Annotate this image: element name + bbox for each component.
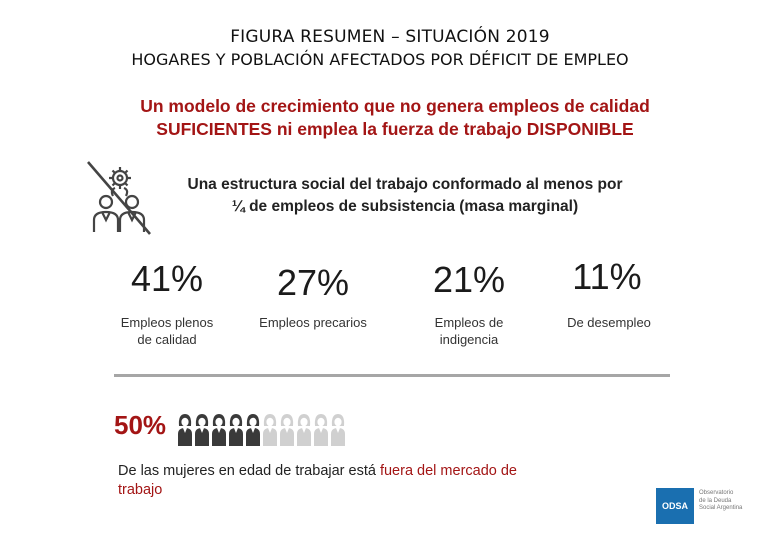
divider bbox=[114, 374, 670, 377]
stat-value-plenos: 41% bbox=[130, 258, 204, 299]
structure-line-1: Una estructura social del trabajo confor… bbox=[187, 176, 623, 193]
women-pictogram bbox=[177, 412, 346, 446]
women-text: De las mujeres en edad de trabajar está … bbox=[118, 462, 588, 500]
woman-icon-empty bbox=[297, 414, 311, 446]
woman-icon-empty bbox=[314, 414, 328, 446]
stat-label-plenos-line-2: de calidad bbox=[137, 332, 197, 347]
stat-label-indigencia: Empleos de indigencia bbox=[394, 314, 544, 348]
logo-line-3: Social Argentina bbox=[699, 505, 743, 511]
headline-line-1: Un modelo de crecimiento que no genera e… bbox=[140, 96, 650, 116]
stat-label-desempleo: De desempleo bbox=[534, 314, 684, 331]
logo-line-1: Observatorio bbox=[699, 490, 734, 496]
woman-icon-empty bbox=[280, 414, 294, 446]
woman-icon-empty bbox=[263, 414, 277, 446]
woman-icon-filled bbox=[229, 414, 243, 446]
logo-line-2: de la Deuda bbox=[699, 497, 732, 504]
odsa-logo-text: Observatorio de la Deuda Social Argentin… bbox=[699, 490, 759, 513]
figure-subtitle: HOGARES Y POBLACIÓN AFECTADOS POR DÉFICI… bbox=[131, 50, 629, 69]
stat-value-indigencia: 21% bbox=[432, 259, 506, 300]
stat-label-plenos: Empleos plenos de calidad bbox=[92, 314, 242, 348]
woman-icon-filled bbox=[212, 414, 226, 446]
women-percentage: 50% bbox=[114, 410, 167, 440]
figure-title: FIGURA RESUMEN – SITUACIÓN 2019 bbox=[230, 27, 550, 47]
odsa-logo: ODSA bbox=[656, 488, 694, 524]
stat-value-desempleo: 11% bbox=[572, 256, 642, 297]
stat-label-precarios-line-1: Empleos precarios bbox=[259, 315, 367, 330]
women-text-line-2: trabajo bbox=[118, 482, 163, 498]
stat-value-precarios: 27% bbox=[276, 262, 350, 303]
stat-label-indigencia-line-2: indigencia bbox=[439, 332, 499, 347]
stat-label-desempleo-line-1: De desempleo bbox=[567, 315, 651, 330]
structure-line-2: ¼ de empleos de subsistencia (masa margi… bbox=[231, 198, 579, 215]
woman-icon-filled bbox=[246, 414, 260, 446]
woman-icon-empty bbox=[331, 414, 345, 446]
stat-label-indigencia-line-1: Empleos de bbox=[434, 315, 504, 330]
women-text-prefix: De las mujeres en edad de trabajar está bbox=[118, 463, 380, 479]
woman-icon-filled bbox=[178, 414, 192, 446]
woman-icon-filled bbox=[195, 414, 209, 446]
women-text-highlight: fuera del mercado de bbox=[379, 463, 517, 479]
headline: Un modelo de crecimiento que no genera e… bbox=[0, 95, 780, 141]
unemployed-worker-gear-icon bbox=[82, 158, 154, 236]
stat-label-precarios: Empleos precarios bbox=[238, 314, 388, 331]
stat-label-plenos-line-1: Empleos plenos bbox=[120, 315, 214, 330]
structure-text: Una estructura social del trabajo confor… bbox=[140, 174, 670, 218]
headline-line-2: SUFICIENTES ni emplea la fuerza de traba… bbox=[156, 119, 634, 139]
